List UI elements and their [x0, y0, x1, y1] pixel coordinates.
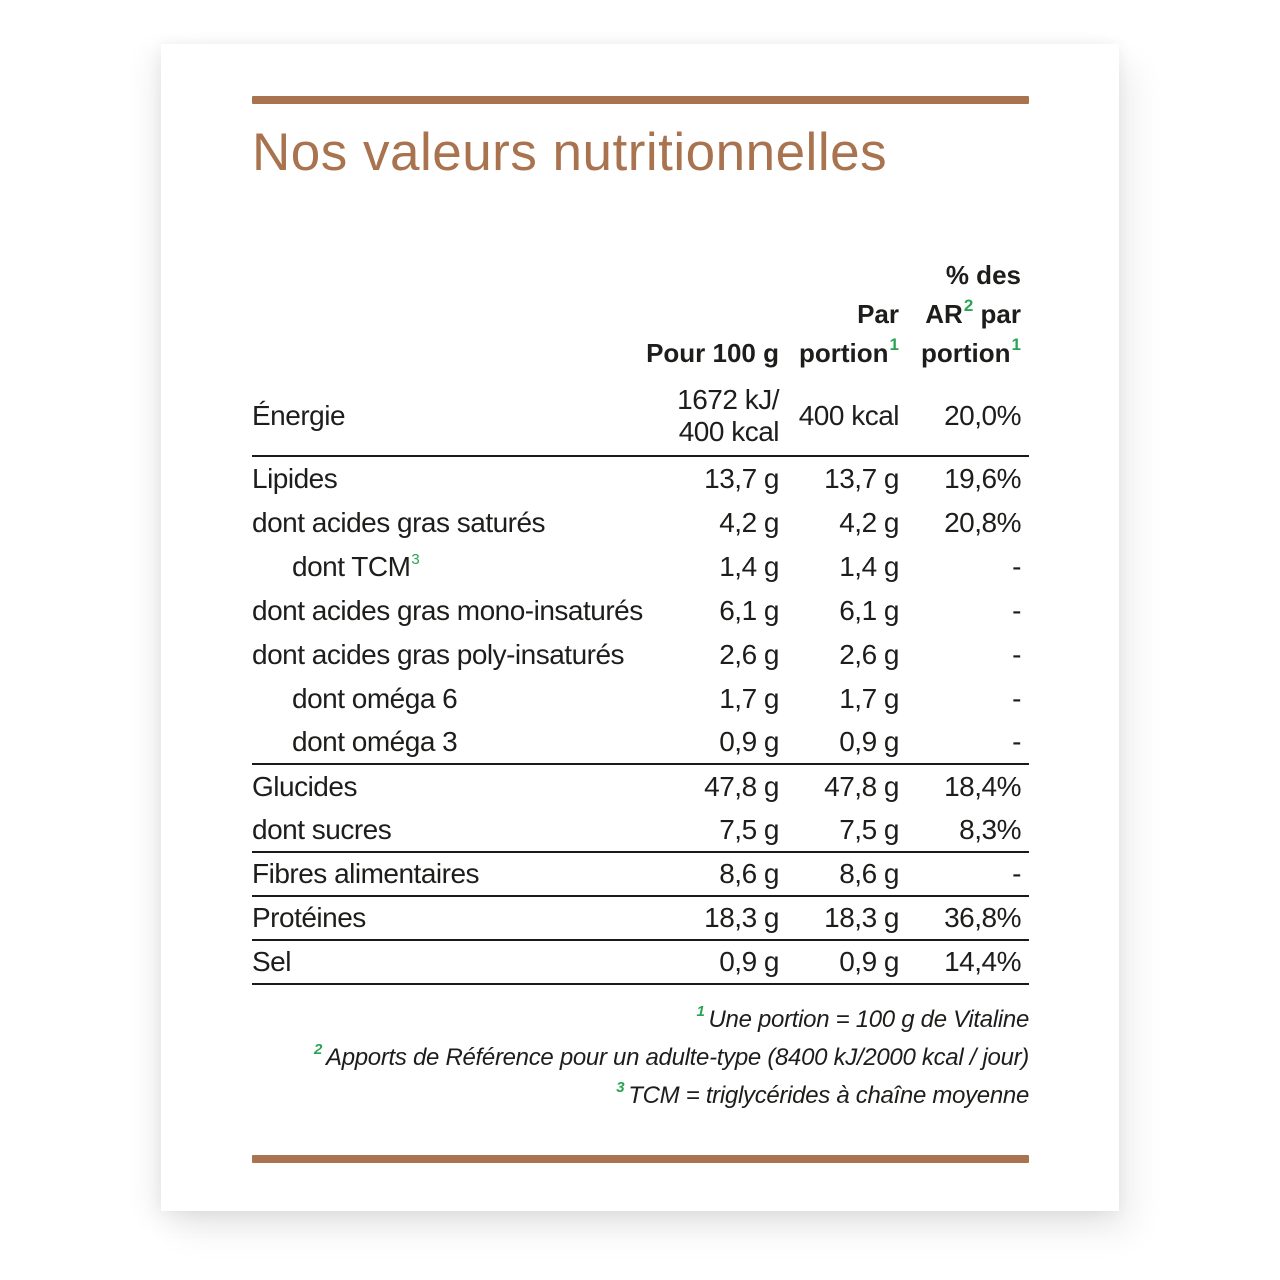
nutrition-table: Pour 100 g Par portion1 % des AR2 par po… [252, 256, 1029, 985]
footnote-ref-1-icon: 1 [1011, 335, 1021, 355]
cell-ar: 8,3% [959, 814, 1021, 845]
cell-ar: 18,4% [944, 771, 1021, 802]
cell-ar: 19,6% [944, 463, 1021, 494]
cell-portion: 2,6 g [839, 639, 899, 670]
table-row-acides-gras-satures: dont acides gras saturés 4,2 g 4,2 g 20,… [252, 501, 1029, 545]
row-label: Lipides [252, 463, 338, 494]
row-label: dont acides gras mono-insaturés [252, 595, 643, 626]
footnote-3-marker: 3 [616, 1079, 625, 1096]
header-par-portion-line2: portion1 [799, 335, 899, 368]
row-label: Énergie [252, 400, 346, 431]
cell-ar: - [1012, 683, 1021, 714]
cell-portion: 13,7 g [824, 463, 899, 494]
footnote-2: 2 Apports de Référence pour un adulte-typ… [252, 1039, 1029, 1077]
row-label: dont sucres [252, 814, 392, 845]
row-label: Sel [252, 946, 291, 977]
table-row-proteines: Protéines 18,3 g 18,3 g 36,8% [252, 897, 1029, 941]
cell-ar: 20,0% [944, 400, 1021, 431]
cell-per100: 2,6 g [719, 639, 779, 670]
footnote-1: 1 Une portion = 100 g de Vitaline [252, 1001, 1029, 1039]
table-row-tcm: dont TCM3 1,4 g 1,4 g - [252, 545, 1029, 589]
header-per-100g: Pour 100 g [641, 334, 791, 373]
cell-ar: - [1012, 551, 1021, 582]
footnotes: 1 Une portion = 100 g de Vitaline 2 Apport… [252, 1001, 1029, 1115]
row-label: dont acides gras saturés [252, 507, 546, 538]
bottom-rule [252, 1155, 1029, 1163]
table-header-row: Pour 100 g Par portion1 % des AR2 par po… [252, 256, 1029, 377]
footnote-ref-2-icon: 2 [963, 296, 974, 316]
footnote-ref-3-icon: 3 [411, 550, 420, 568]
table-row-omega-3: dont oméga 3 0,9 g 0,9 g - [252, 721, 1029, 765]
cell-per100: 6,1 g [719, 595, 779, 626]
header-per-100g-label: Pour 100 g [646, 338, 779, 368]
table-row-fibres: Fibres alimentaires 8,6 g 8,6 g - [252, 853, 1029, 897]
cell-ar: 14,4% [944, 946, 1021, 977]
row-label: dont TCM3 [292, 550, 420, 582]
footnote-2-text: Apports de Référence pour un adulte-type… [326, 1044, 1029, 1071]
table-row-glucides: Glucides 47,8 g 47,8 g 18,4% [252, 765, 1029, 809]
footnote-ref-1-icon: 1 [889, 335, 899, 355]
cell-portion: 1,4 g [839, 551, 899, 582]
header-pct-ar-line1: % des [945, 260, 1021, 290]
cell-ar: 36,8% [944, 902, 1021, 933]
table-row-lipides: Lipides 13,7 g 13,7 g 19,6% [252, 457, 1029, 501]
footnote-1-marker: 1 [696, 1003, 705, 1020]
cell-portion: 8,6 g [839, 858, 899, 889]
table-row-omega-6: dont oméga 6 1,7 g 1,7 g - [252, 677, 1029, 721]
cell-per100: 4,2 g [719, 507, 779, 538]
table-row-energie: Énergie 1672 kJ/ 400 kcal 400 kcal 20,0% [252, 377, 1029, 457]
cell-per100: 18,3 g [704, 902, 779, 933]
header-par-portion-line1: Par [857, 299, 899, 329]
cell-portion: 1,7 g [839, 683, 899, 714]
row-label: Fibres alimentaires [252, 858, 480, 889]
table-row-mono-insatures: dont acides gras mono-insaturés 6,1 g 6,… [252, 589, 1029, 633]
row-label: dont oméga 6 [292, 683, 458, 714]
footnote-1-text: Une portion = 100 g de Vitaline [708, 1006, 1029, 1033]
cell-portion: 4,2 g [839, 507, 899, 538]
header-pct-ar-line2: AR2 par [925, 296, 1021, 329]
row-label: dont acides gras poly-insaturés [252, 639, 625, 670]
cell-ar: - [1012, 726, 1021, 757]
cell-portion: 18,3 g [824, 902, 899, 933]
cell-per100: 0,9 g [719, 726, 779, 757]
table-row-sel: Sel 0,9 g 0,9 g 14,4% [252, 941, 1029, 985]
header-par-portion: Par portion1 [791, 295, 911, 373]
cell-ar: - [1012, 595, 1021, 626]
cell-portion: 0,9 g [839, 726, 899, 757]
top-rule [252, 96, 1029, 104]
page-title: Nos valeurs nutritionnelles [252, 123, 888, 182]
cell-ar: - [1012, 639, 1021, 670]
cell-portion: 7,5 g [839, 814, 899, 845]
cell-ar: - [1012, 858, 1021, 889]
row-label: Glucides [252, 771, 357, 802]
cell-ar: 20,8% [944, 507, 1021, 538]
cell-per100: 1672 kJ/ 400 kcal [677, 384, 779, 447]
footnote-3: 3 TCM = triglycérides à chaîne moyenne [252, 1077, 1029, 1115]
table-row-sucres: dont sucres 7,5 g 7,5 g 8,3% [252, 809, 1029, 853]
cell-per100: 13,7 g [704, 463, 779, 494]
footnote-3-text: TCM = triglycérides à chaîne moyenne [628, 1082, 1029, 1109]
footnote-2-marker: 2 [313, 1041, 322, 1058]
cell-per100: 0,9 g [719, 946, 779, 977]
header-pct-ar: % des AR2 par portion1 [911, 256, 1029, 373]
cell-portion: 6,1 g [839, 595, 899, 626]
cell-per100: 7,5 g [719, 814, 779, 845]
cell-per100: 1,4 g [719, 551, 779, 582]
cell-per100: 47,8 g [704, 771, 779, 802]
row-label: Protéines [252, 902, 366, 933]
cell-per100: 1,7 g [719, 683, 779, 714]
cell-per100: 8,6 g [719, 858, 779, 889]
nutrition-card: Nos valeurs nutritionnelles Pour 100 g P… [161, 44, 1119, 1211]
cell-portion: 47,8 g [824, 771, 899, 802]
header-pct-ar-line3: portion1 [921, 335, 1021, 368]
table-row-poly-insatures: dont acides gras poly-insaturés 2,6 g 2,… [252, 633, 1029, 677]
cell-portion: 400 kcal [798, 400, 900, 431]
row-label: dont oméga 3 [292, 726, 458, 757]
cell-portion: 0,9 g [839, 946, 899, 977]
